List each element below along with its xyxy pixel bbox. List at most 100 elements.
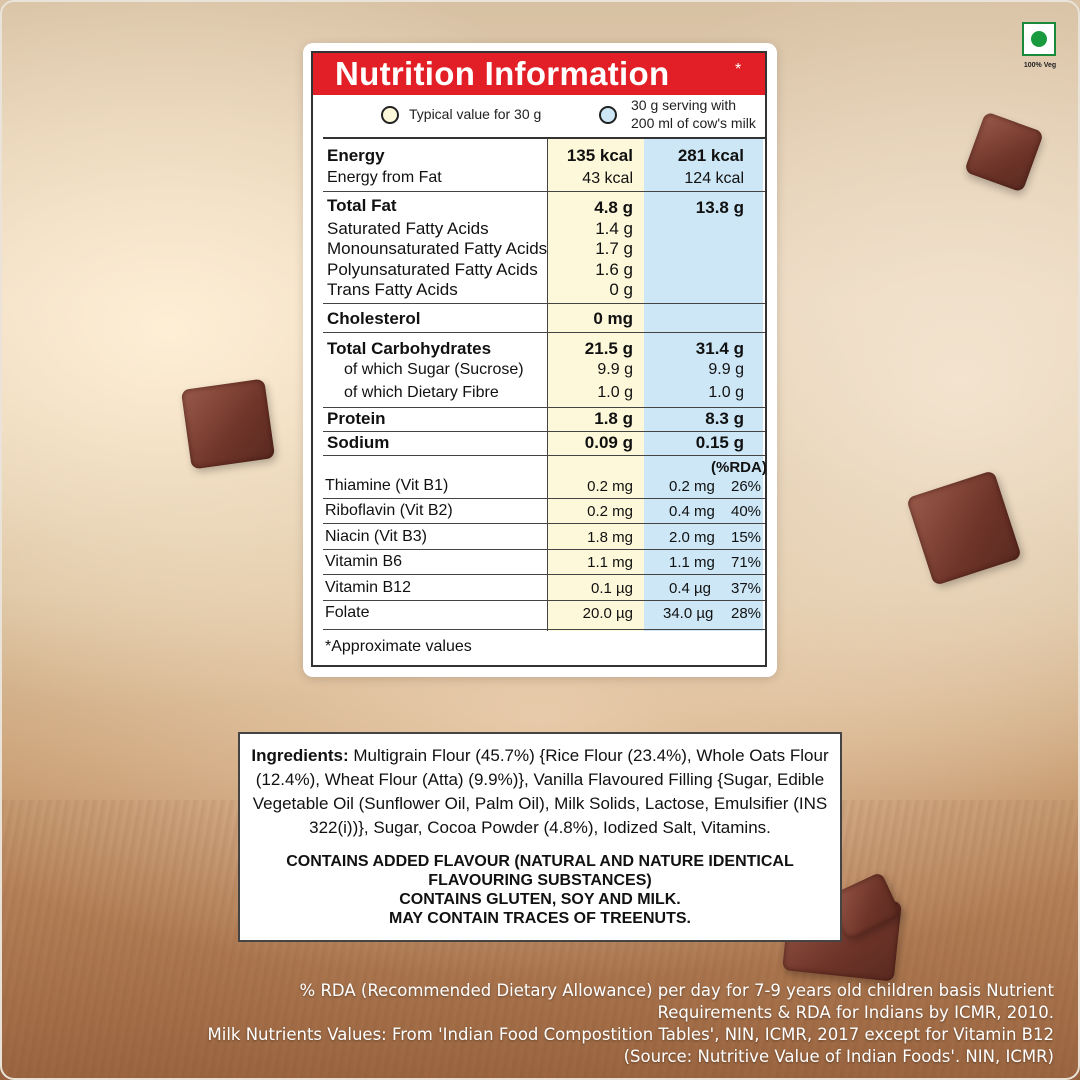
ingredients-box: Ingredients: Multigrain Flour (45.7%) {R… [238, 732, 842, 942]
vitamin-b6-value-milk: 1.1 mg [669, 554, 715, 571]
niacin-value-milk: 2.0 mg [669, 529, 715, 546]
nutrition-card: Nutrition Information * Typical value fo… [303, 43, 777, 677]
vitamin-b12-rda: 37% [731, 580, 762, 597]
sodium-value-30g: 0.09 g [584, 433, 633, 452]
energy-label: Energy [327, 146, 385, 165]
footer-line-1: % RDA (Recommended Dietary Allowance) pe… [299, 981, 1054, 1000]
divider [323, 455, 765, 456]
energy-fat-value-30g: 43 kcal [582, 170, 633, 187]
warning-line-2: FLAVOURING SUBSTANCES) [428, 872, 652, 889]
divider [323, 600, 765, 601]
energy-value-30g: 135 kcal [566, 146, 633, 165]
folate-value-30g: 20.0 µg [582, 605, 633, 622]
carbohydrates-value-milk: 31.4 g [695, 339, 744, 358]
nutrition-panel: Nutrition Information * Typical value fo… [311, 51, 767, 667]
warning-line-4: MAY CONTAIN TRACES OF TREENUTS. [389, 910, 691, 927]
vitamin-b6-label: Vitamin B6 [325, 553, 403, 570]
nutrition-title: Nutrition Information [335, 55, 670, 92]
total-fat-value-30g: 4.8 g [594, 198, 633, 217]
fibre-label: of which Dietary Fibre [344, 384, 499, 401]
footer-line-4: (Source: Nutritive Value of Indian Foods… [623, 1047, 1054, 1066]
niacin-rda: 15% [731, 529, 762, 546]
divider [323, 431, 765, 432]
legend-serving-label-line1: 30 g serving with [631, 97, 737, 113]
energy-fat-label: Energy from Fat [327, 169, 442, 186]
divider [323, 137, 765, 139]
protein-label: Protein [327, 409, 386, 428]
divider [323, 407, 765, 408]
thiamine-label: Thiamine (Vit B1) [325, 477, 449, 494]
monounsaturated-fat-value-30g: 1.7 g [595, 239, 633, 258]
rda-header: (%RDA) [711, 459, 767, 476]
legend-typical-label: Typical value for 30 g [409, 106, 542, 122]
polyunsaturated-fat-value-30g: 1.6 g [595, 260, 633, 279]
divider [323, 498, 765, 499]
sodium-label: Sodium [327, 433, 390, 452]
sodium-value-milk: 0.15 g [695, 433, 744, 452]
ingredients-paragraph: Ingredients: Multigrain Flour (45.7%) {R… [248, 744, 832, 840]
polyunsaturated-fat-label: Polyunsaturated Fatty Acids [327, 260, 538, 279]
veg-label: 100% Veg [1023, 62, 1057, 69]
divider [323, 574, 765, 575]
nutrition-title-asterisk: * [735, 61, 742, 78]
total-fat-label: Total Fat [327, 196, 397, 215]
divider [323, 523, 765, 524]
folate-rda: 28% [731, 605, 762, 622]
legend-typical-swatch-icon [381, 106, 399, 124]
sugar-value-30g: 9.9 g [597, 361, 633, 378]
niacin-value-30g: 1.8 mg [587, 529, 633, 546]
warning-line-3: CONTAINS GLUTEN, SOY AND MILK. [399, 891, 681, 908]
folate-value-milk: 34.0 µg [663, 605, 714, 622]
saturated-fat-value-30g: 1.4 g [595, 219, 633, 238]
footer-line-2: Requirements & RDA for Indians by ICMR, … [657, 1003, 1055, 1022]
cereal-piece-image [180, 378, 276, 470]
approximate-values-note: *Approximate values [325, 638, 472, 655]
sugar-label: of which Sugar (Sucrose) [344, 361, 524, 378]
sugar-value-milk: 9.9 g [708, 361, 744, 378]
folate-label: Folate [325, 604, 370, 621]
riboflavin-value-30g: 0.2 mg [587, 503, 633, 520]
legend-serving-label-line2: 200 ml of cow's milk [631, 115, 756, 131]
monounsaturated-fat-label: Monounsaturated Fatty Acids [327, 239, 548, 258]
riboflavin-rda: 40% [731, 503, 762, 520]
divider [323, 549, 765, 550]
veg-symbol-icon [1022, 22, 1056, 56]
divider [323, 303, 765, 304]
rda-footnote: % RDA (Recommended Dietary Allowance) pe… [100, 980, 1055, 1068]
carbohydrates-label: Total Carbohydrates [327, 339, 492, 358]
total-fat-value-milk: 13.8 g [695, 198, 744, 217]
allergen-warning: CONTAINS ADDED FLAVOUR (NATURAL AND NATU… [248, 852, 832, 928]
fibre-value-30g: 1.0 g [597, 384, 633, 401]
carbohydrates-value-30g: 21.5 g [584, 339, 633, 358]
vitamin-b6-rda: 71% [731, 554, 762, 571]
nutrition-title-bar: Nutrition Information * [313, 53, 765, 95]
cholesterol-label: Cholesterol [327, 309, 421, 328]
energy-value-milk: 281 kcal [677, 146, 744, 165]
thiamine-rda: 26% [731, 478, 762, 495]
thiamine-value-30g: 0.2 mg [587, 478, 633, 495]
saturated-fat-label: Saturated Fatty Acids [327, 219, 489, 238]
thiamine-value-milk: 0.2 mg [669, 478, 715, 495]
vitamin-b6-value-30g: 1.1 mg [587, 554, 633, 571]
riboflavin-value-milk: 0.4 mg [669, 503, 715, 520]
vitamin-b12-value-milk: 0.4 µg [669, 580, 712, 597]
niacin-label: Niacin (Vit B3) [325, 528, 427, 545]
trans-fat-label: Trans Fatty Acids [327, 280, 458, 299]
veg-dot-icon [1031, 31, 1047, 47]
footer-line-3: Milk Nutrients Values: From 'Indian Food… [207, 1025, 1055, 1044]
ingredients-label: Ingredients: [251, 746, 349, 765]
ingredients-text: Multigrain Flour (45.7%) {Rice Flour (23… [252, 746, 829, 837]
protein-value-milk: 8.3 g [705, 409, 744, 428]
warning-line-1: CONTAINS ADDED FLAVOUR (NATURAL AND NATU… [286, 853, 794, 870]
trans-fat-value-30g: 0 g [609, 280, 633, 299]
protein-value-30g: 1.8 g [594, 409, 633, 428]
riboflavin-label: Riboflavin (Vit B2) [325, 502, 453, 519]
vitamin-b12-value-30g: 0.1 µg [590, 580, 633, 597]
divider [323, 191, 765, 192]
divider [323, 629, 765, 630]
cholesterol-value-30g: 0 mg [593, 309, 633, 328]
legend-serving-swatch-icon [599, 106, 617, 124]
divider [323, 332, 765, 333]
fibre-value-milk: 1.0 g [708, 384, 744, 401]
vitamin-b12-label: Vitamin B12 [325, 579, 411, 596]
